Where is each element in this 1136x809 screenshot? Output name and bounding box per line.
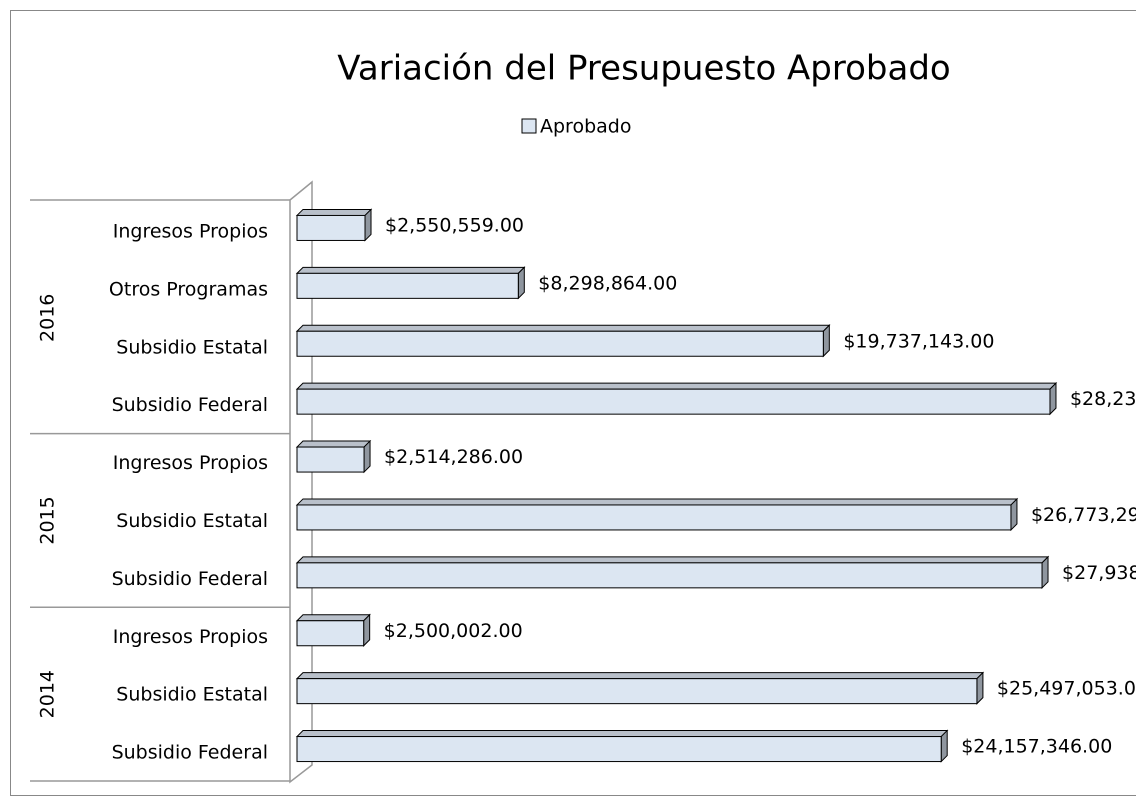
bar-side (364, 208, 372, 242)
bar-side (976, 671, 984, 705)
category-label: Subsidio Federal (112, 568, 268, 590)
bar-top (295, 382, 1058, 390)
bar-top (295, 614, 371, 622)
bar-top (295, 730, 949, 738)
bar (296, 736, 942, 763)
category-label: Otros Programas (109, 278, 268, 300)
bar-side (1010, 497, 1018, 532)
value-label: $19,737,143.00 (843, 330, 994, 352)
legend-label: Aprobado (540, 116, 631, 138)
category-label: Subsidio Federal (112, 394, 268, 416)
bar-side (822, 324, 830, 358)
category-label: Ingresos Propios (113, 220, 268, 242)
bar (296, 446, 365, 473)
bar-side (363, 613, 371, 647)
legend-swatch (521, 118, 537, 134)
bar-side (940, 729, 948, 763)
value-label: $2,500,002.00 (384, 620, 523, 642)
bar (296, 214, 366, 241)
bar (296, 620, 365, 647)
category-label: Subsidio Estatal (116, 510, 268, 532)
value-label: $24,157,346.00 (961, 736, 1112, 758)
bar (296, 562, 1043, 589)
bar-top (295, 440, 372, 448)
bar (296, 388, 1051, 415)
chart-title: Variación del Presupuesto Aprobado (337, 49, 950, 89)
bar-side (517, 266, 525, 300)
category-label: Ingresos Propios (113, 626, 268, 648)
bar-top (295, 498, 1019, 506)
bar-side (1049, 381, 1057, 416)
value-label: $26,773,295.00 (1031, 504, 1136, 526)
value-label: $2,550,559.00 (385, 214, 524, 236)
category-label: Subsidio Estatal (116, 684, 268, 706)
bar-side (1041, 555, 1049, 590)
bar-top (295, 208, 373, 216)
value-label: $27,938,458.96 (1062, 562, 1136, 584)
axis-wall (289, 180, 313, 784)
bar-top (295, 556, 1050, 564)
value-label: $2,514,286.00 (384, 446, 523, 468)
group-label: 2016 (37, 294, 59, 342)
bar-side (363, 439, 371, 474)
bar (296, 330, 824, 357)
category-label: Subsidio Federal (112, 742, 268, 764)
category-label: Ingresos Propios (113, 452, 268, 474)
group-label: 2015 (37, 496, 59, 544)
bar-top (295, 672, 985, 680)
bar (296, 272, 519, 299)
bar (296, 678, 978, 705)
bar (296, 504, 1012, 531)
bar-top (295, 324, 831, 332)
value-label: $28,236,786.36 (1070, 388, 1136, 410)
bar-top (295, 266, 526, 274)
category-label: Subsidio Estatal (116, 336, 268, 358)
group-label: 2014 (37, 670, 59, 718)
value-label: $25,497,053.00 (997, 678, 1136, 700)
value-label: $8,298,864.00 (538, 272, 677, 294)
